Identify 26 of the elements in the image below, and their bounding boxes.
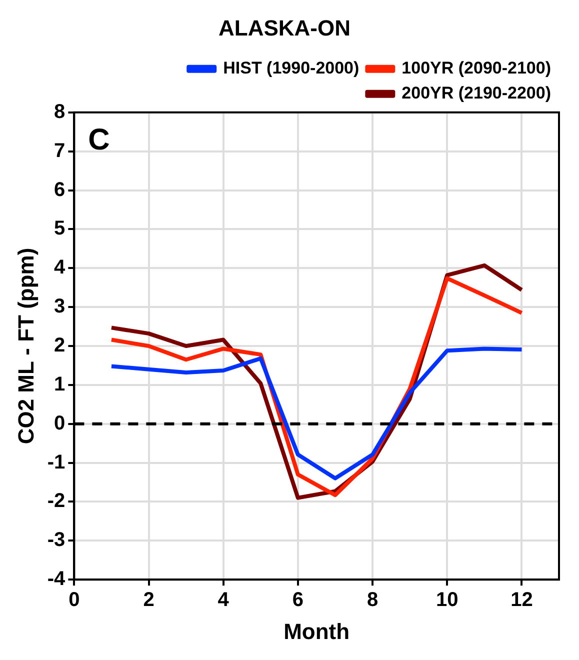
legend-label: 200YR (2190-2200) <box>402 84 552 103</box>
x-tick-label: 4 <box>218 589 230 612</box>
chart-title: ALASKA-ON <box>218 15 350 40</box>
y-tick-label: 8 <box>54 100 66 123</box>
x-tick-label: 2 <box>143 589 154 612</box>
legend-label: 100YR (2090-2100) <box>402 58 552 78</box>
y-tick-label: 1 <box>54 373 66 396</box>
y-tick-label: 0 <box>54 412 66 434</box>
x-tick-label: 10 <box>436 589 458 612</box>
x-axis-title: Month <box>284 618 350 644</box>
y-tick-label: 3 <box>54 296 66 318</box>
y-tick-label: -4 <box>47 568 66 590</box>
x-tick-label: 6 <box>292 589 304 612</box>
y-tick-label: -2 <box>47 490 66 512</box>
y-tick-label: 2 <box>54 334 66 357</box>
x-tick-label: 12 <box>510 589 533 612</box>
y-tick-label: 7 <box>54 140 66 162</box>
legend-label: HIST (1990-2000) <box>223 58 360 78</box>
y-tick-label: 4 <box>54 256 66 279</box>
y-tick-label: 5 <box>54 218 66 240</box>
y-tick-label: -3 <box>47 529 66 552</box>
x-tick-label: 8 <box>366 589 378 612</box>
annotation: C <box>88 124 110 157</box>
y-tick-label: -1 <box>47 451 66 474</box>
y-tick-label: 6 <box>54 178 66 201</box>
y-axis-title: CO2 ML - FT (ppm) <box>13 248 38 444</box>
